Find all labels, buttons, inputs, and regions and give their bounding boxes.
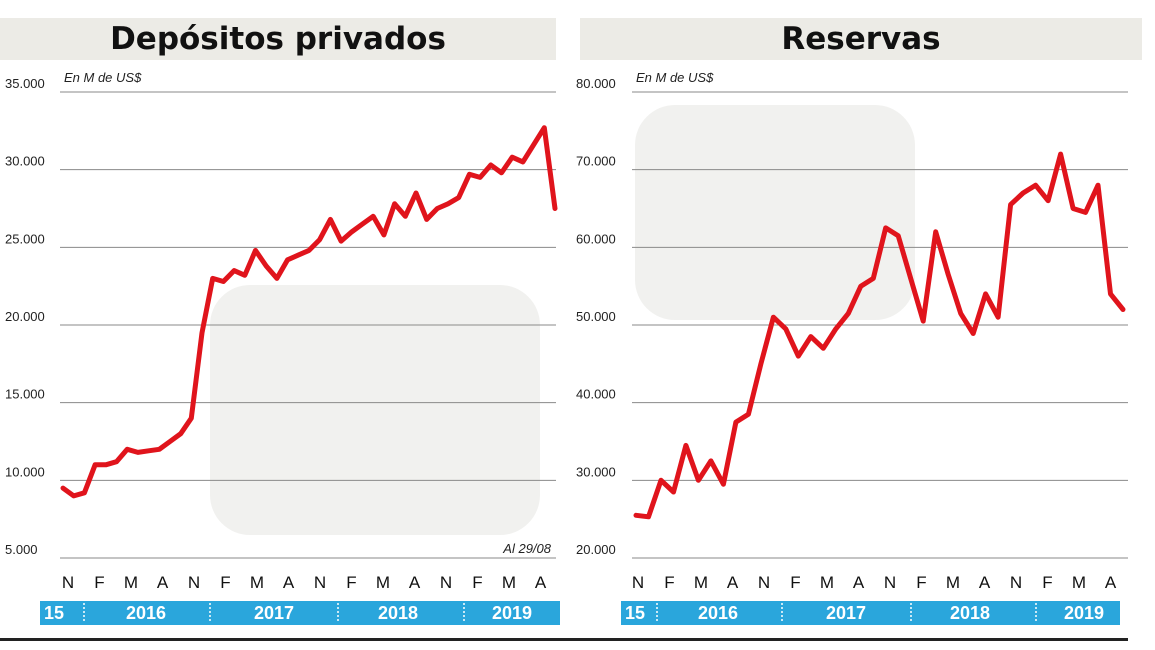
background-photo bbox=[635, 105, 915, 320]
x-month-label: N bbox=[758, 573, 770, 592]
y-tick-label: 60.000 bbox=[576, 231, 616, 246]
x-year-label: 15 bbox=[44, 603, 64, 623]
x-month-label: N bbox=[884, 573, 896, 592]
x-year-label: 2016 bbox=[126, 603, 166, 623]
x-month-label: M bbox=[694, 573, 708, 592]
series-line bbox=[633, 151, 1126, 520]
year-band bbox=[621, 601, 1120, 625]
x-month-label: A bbox=[853, 573, 865, 592]
deposits-panel: Depósitos privados 5.000 10.000 15.000 20.0… bbox=[0, 0, 570, 650]
x-month-label: F bbox=[1042, 573, 1052, 592]
y-tick-label: 20.000 bbox=[5, 309, 45, 324]
chart-title: Reservas bbox=[580, 18, 1142, 60]
x-month-label: N bbox=[188, 573, 200, 592]
x-month-label: M bbox=[250, 573, 264, 592]
x-month-label: A bbox=[409, 573, 421, 592]
annotation: Al 29/08 bbox=[502, 541, 551, 556]
x-month-label: A bbox=[157, 573, 169, 592]
y-tick-label: 80.000 bbox=[576, 76, 616, 91]
x-month-label: M bbox=[124, 573, 138, 592]
x-month-label: F bbox=[664, 573, 674, 592]
x-year-label: 2018 bbox=[950, 603, 990, 623]
bottom-rule bbox=[0, 638, 1128, 641]
deposits-chart: 5.000 10.000 15.000 20.000 25.000 30.000 35.00… bbox=[5, 70, 560, 625]
x-year-label: 2016 bbox=[698, 603, 738, 623]
reserves-chart: 20.000 30.000 40.000 50.000 60.000 70.000 80.0… bbox=[576, 70, 1128, 625]
x-month-label: F bbox=[94, 573, 104, 592]
y-tick-label: 10.000 bbox=[5, 464, 45, 479]
x-month-label: A bbox=[283, 573, 295, 592]
chart-subtitle: En M de US$ bbox=[636, 70, 714, 85]
x-year-label: 2017 bbox=[826, 603, 866, 623]
y-tick-label: 15.000 bbox=[5, 387, 45, 402]
y-tick-label: 25.000 bbox=[5, 231, 45, 246]
y-tick-label: 20.000 bbox=[576, 542, 616, 557]
x-month-label: F bbox=[916, 573, 926, 592]
x-month-label: N bbox=[632, 573, 644, 592]
year-band bbox=[40, 601, 560, 625]
y-tick-label: 35.000 bbox=[5, 76, 45, 91]
y-tick-label: 30.000 bbox=[5, 154, 45, 169]
reserves-panel: Reservas 20.000 30.000 40.000 50.000 60.000 7… bbox=[570, 0, 1155, 650]
x-month-label: M bbox=[502, 573, 516, 592]
chart-subtitle: En M de US$ bbox=[64, 70, 142, 85]
x-year-label: 2018 bbox=[378, 603, 418, 623]
x-year-label: 2019 bbox=[1064, 603, 1104, 623]
x-month-label: A bbox=[727, 573, 739, 592]
y-tick-label: 70.000 bbox=[576, 154, 616, 169]
x-year-label: 15 bbox=[625, 603, 645, 623]
x-month-label: F bbox=[790, 573, 800, 592]
x-month-label: M bbox=[1072, 573, 1086, 592]
y-tick-label: 50.000 bbox=[576, 309, 616, 324]
series-line bbox=[60, 125, 558, 499]
x-year-label: 2017 bbox=[254, 603, 294, 623]
x-month-label: N bbox=[1010, 573, 1022, 592]
x-month-label: F bbox=[346, 573, 356, 592]
y-tick-label: 5.000 bbox=[5, 542, 38, 557]
x-month-label: N bbox=[62, 573, 74, 592]
chart-title: Depósitos privados bbox=[0, 18, 556, 60]
x-month-label: N bbox=[440, 573, 452, 592]
x-month-label: M bbox=[376, 573, 390, 592]
y-tick-label: 40.000 bbox=[576, 387, 616, 402]
x-month-label: F bbox=[220, 573, 230, 592]
x-month-label: A bbox=[1105, 573, 1117, 592]
x-month-label: N bbox=[314, 573, 326, 592]
x-month-label: F bbox=[472, 573, 482, 592]
x-month-label: A bbox=[535, 573, 547, 592]
x-month-label: M bbox=[820, 573, 834, 592]
x-month-label: A bbox=[979, 573, 991, 592]
background-photo bbox=[210, 285, 540, 535]
x-month-label: M bbox=[946, 573, 960, 592]
x-year-label: 2019 bbox=[492, 603, 532, 623]
y-tick-label: 30.000 bbox=[576, 464, 616, 479]
